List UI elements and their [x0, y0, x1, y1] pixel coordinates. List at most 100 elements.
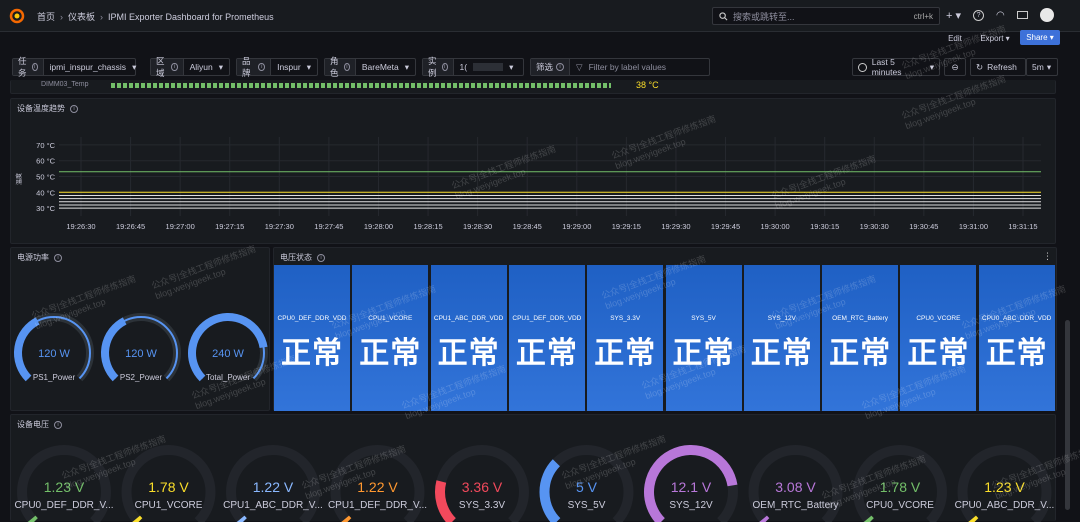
clock-icon	[858, 62, 867, 72]
y-tick-label: 60 °C	[36, 157, 55, 166]
filter-input[interactable]: ▽ Filter by label values	[576, 61, 667, 73]
voltage-status-cell: CPU0_VCORE 正常	[900, 265, 977, 411]
search-placeholder: 搜索或跳转至...	[733, 11, 795, 22]
voltage-status-name: OEM_RTC_Battery	[832, 315, 889, 322]
variable-label: 角色 i	[325, 56, 356, 78]
refresh-interval-select[interactable]: 5m ▾	[1026, 58, 1058, 76]
edit-button[interactable]: Edit	[948, 33, 962, 43]
partial-row-label: DIMM03_Temp	[41, 81, 89, 88]
voltage-status-value: 正常	[594, 337, 657, 370]
panel-menu-icon[interactable]: ⋮	[1043, 251, 1052, 261]
refresh-icon: ↻	[976, 61, 984, 72]
monitor-icon[interactable]	[1016, 11, 1028, 19]
scrollbar[interactable]	[1065, 320, 1070, 510]
voltage-status-name: SYS_12V	[767, 315, 796, 322]
zoom-out-button[interactable]: ⊖	[944, 58, 966, 76]
variable-region[interactable]: 区域 i Aliyun ▾	[150, 56, 230, 78]
share-button[interactable]: Share ▾	[1020, 30, 1060, 45]
gauge-value: 3.08 V	[775, 479, 816, 495]
info-icon: i	[70, 104, 78, 113]
voltage-status-cell: CPU1_DEF_DDR_VDD 正常	[508, 265, 585, 411]
gauge-label: OEM_RTC_Battery	[753, 500, 839, 511]
voltage-status-cell: CPU1_VCORE 正常	[352, 265, 429, 411]
time-range-picker[interactable]: Last 5 minutes ▾	[852, 57, 940, 77]
gauge-fill	[644, 445, 738, 522]
x-tick-label: 19:30:30	[860, 222, 889, 231]
search-icon	[719, 11, 728, 20]
variable-label: 区域 i	[151, 56, 184, 78]
time-range-label: Last 5 minutes	[871, 57, 902, 77]
variable-job[interactable]: 任务 i ipmi_inspur_chassis ▾	[12, 56, 136, 78]
variable-value: 1(▾	[459, 61, 514, 73]
x-tick-label: 19:29:15	[612, 222, 641, 231]
info-icon: i	[258, 63, 266, 71]
gauge-label: CPU0_ABC_DDR_V...	[955, 500, 1055, 511]
info-icon: i	[171, 63, 178, 71]
gauge-value: 120 W	[38, 348, 70, 360]
voltage-status-name: CPU0_VCORE	[916, 315, 961, 322]
voltage-status-cell: CPU1_ABC_DDR_VDD 正常	[430, 265, 507, 411]
temperature-trend-panel: 设备温度趋势 i 70 °C 60 °C 50 °C 40 °C 30 °C 温度 19:26…	[10, 98, 1056, 244]
search-input[interactable]: 搜索或跳转至... ctrl+k	[712, 7, 940, 25]
help-icon[interactable]: ?	[973, 9, 985, 21]
chevron-right-icon: ›	[60, 11, 64, 22]
voltage-status-cell: SYS_12V 正常	[743, 265, 820, 411]
rss-icon[interactable]: ◠	[996, 9, 1005, 21]
voltage-gauges: 1.23 V CPU0_DEF_DDR_V... 1.78 V CPU1_VCORE 1…	[14, 445, 1055, 522]
breadcrumb-dashboard-title: IPMI Exporter Dashboard for Prometheus	[108, 11, 274, 22]
avatar[interactable]	[1039, 8, 1054, 22]
voltage-panel: 设备电压 i 1.23 V CPU0_DEF_DDR_V... 1.78 V CPU1_…	[10, 414, 1056, 522]
chevron-down-icon: ▾	[929, 61, 934, 72]
gauge-value: 1.23 V	[984, 479, 1025, 495]
gauge-value: 1.78 V	[148, 479, 189, 495]
y-tick-label: 70 °C	[36, 141, 55, 150]
refresh-button[interactable]: ↻ Refresh	[970, 58, 1026, 76]
x-tick-label: 19:30:45	[909, 222, 938, 231]
gauge-fill	[132, 515, 143, 522]
x-tick-label: 19:27:45	[314, 222, 343, 231]
x-tick-label: 19:30:15	[810, 222, 839, 231]
top-nav-bar: 首页 › 仪表板 › IPMI Exporter Dashboard for P…	[0, 0, 1080, 32]
variable-brand[interactable]: 品牌 i Inspur ▾	[236, 56, 318, 78]
partial-row-value: 38 °C	[636, 80, 659, 90]
voltage-status-value: 正常	[515, 337, 578, 370]
gauge-fill	[341, 515, 352, 522]
x-tick-label: 19:30:00	[761, 222, 790, 231]
gauge-fill	[435, 480, 457, 522]
gauge-value: 240 W	[212, 348, 244, 360]
gauge-track	[853, 445, 947, 522]
variable-value: BareMeta ▾	[361, 61, 409, 73]
voltage-status-name: CPU0_DEF_DDR_VDD	[277, 315, 347, 322]
voltage-status-name: CPU1_DEF_DDR_VDD	[512, 315, 582, 322]
variable-instance[interactable]: 实例 i 1(▾	[422, 56, 524, 78]
export-label: Export	[980, 33, 1004, 43]
voltage-status-name: SYS_3.3V	[610, 315, 641, 322]
variable-label: 品牌 i	[237, 56, 272, 78]
breadcrumb-dashboards[interactable]: 仪表板	[68, 12, 96, 22]
voltage-status-name: CPU1_ABC_DDR_VDD	[433, 315, 504, 322]
grafana-logo-icon[interactable]	[9, 8, 25, 24]
variable-filter[interactable]: 筛选 i ▽ Filter by label values	[530, 58, 710, 76]
voltage-status-name: SYS_5V	[691, 315, 716, 322]
export-button[interactable]: Export ▾	[980, 33, 1010, 43]
gauge-value: 1.78 V	[880, 479, 921, 495]
power-panel: 电源功率 i 120 W PS1_Power 120 W PS2_Power 240 W T…	[10, 247, 270, 411]
gauge-label: CPU1_VCORE	[135, 500, 203, 511]
info-icon: i	[54, 253, 62, 262]
y-tick-label: 40 °C	[36, 188, 55, 197]
info-icon: i	[343, 63, 350, 71]
x-tick-label: 19:26:45	[116, 222, 145, 231]
x-tick-label: 19:28:15	[413, 222, 442, 231]
variable-role[interactable]: 角色 i BareMeta ▾	[324, 56, 416, 78]
voltage-status-value: 正常	[437, 337, 500, 370]
gauge-fill	[759, 515, 770, 522]
add-icon[interactable]: + ▾	[946, 9, 962, 22]
gauge-value: 5 V	[576, 479, 598, 495]
gauge-fill	[539, 459, 561, 522]
x-tick-label: 19:27:00	[166, 222, 195, 231]
gauge-label: CPU1_ABC_DDR_V...	[223, 500, 323, 511]
gauge-fill	[236, 515, 247, 522]
breadcrumb-home[interactable]: 首页	[37, 12, 56, 22]
gauge-track	[748, 445, 843, 522]
voltage-status-value: 正常	[907, 337, 970, 370]
